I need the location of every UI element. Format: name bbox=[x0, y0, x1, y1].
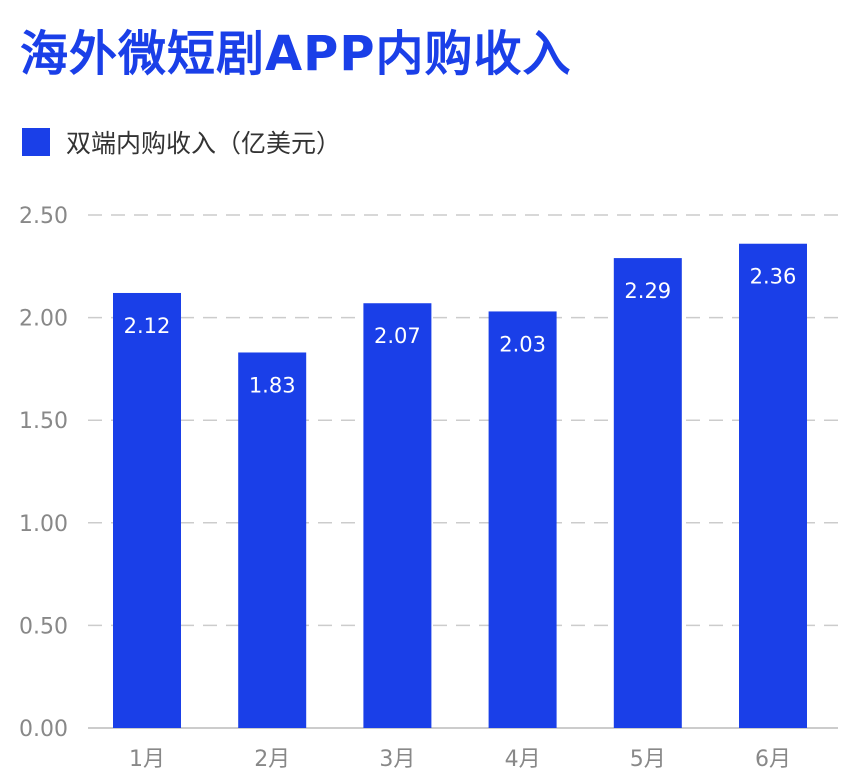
x-category-label: 3月 bbox=[379, 747, 415, 772]
x-category-label: 6月 bbox=[755, 747, 791, 772]
x-category-label: 4月 bbox=[505, 747, 541, 772]
y-tick-label: 0.00 bbox=[19, 717, 68, 742]
bar bbox=[739, 243, 807, 728]
bar bbox=[113, 292, 181, 728]
data-label: 1.83 bbox=[249, 373, 296, 397]
data-label: 2.29 bbox=[624, 279, 671, 303]
y-tick-label: 2.50 bbox=[19, 204, 68, 229]
bar bbox=[613, 258, 682, 728]
data-label: 2.03 bbox=[499, 332, 546, 356]
y-tick-label: 0.50 bbox=[19, 614, 68, 639]
bar bbox=[488, 311, 557, 728]
bar bbox=[238, 352, 307, 728]
bars bbox=[113, 243, 807, 728]
legend-swatch bbox=[22, 128, 50, 156]
y-tick-label: 1.50 bbox=[19, 409, 68, 434]
y-tick-label: 1.00 bbox=[19, 512, 68, 537]
x-category-label: 1月 bbox=[129, 747, 165, 772]
x-axis-categories: 1月 2月 3月 4月 5月 6月 bbox=[129, 747, 791, 772]
x-category-label: 2月 bbox=[254, 747, 290, 772]
legend: 双端内购收入（亿美元） bbox=[22, 126, 341, 158]
x-category-label: 5月 bbox=[630, 747, 666, 772]
data-labels: 2.12 1.83 2.07 2.03 2.29 2.36 bbox=[124, 265, 797, 398]
legend-label: 双端内购收入（亿美元） bbox=[66, 129, 342, 158]
data-label: 2.07 bbox=[374, 324, 421, 348]
chart-title: 海外微短剧APP内购收入 bbox=[20, 26, 572, 82]
y-axis-ticks: 0.00 0.50 1.00 1.50 2.00 2.50 bbox=[19, 204, 68, 742]
grid-lines bbox=[88, 214, 838, 729]
data-label: 2.36 bbox=[750, 265, 797, 289]
bar bbox=[363, 303, 432, 728]
y-tick-label: 2.00 bbox=[19, 307, 68, 332]
data-label: 2.12 bbox=[124, 314, 171, 338]
